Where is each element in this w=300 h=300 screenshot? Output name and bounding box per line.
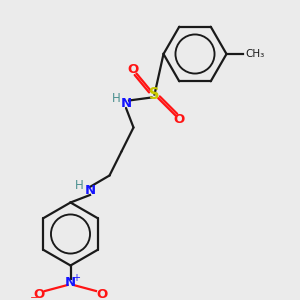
Text: H: H [75,178,84,192]
Text: CH₃: CH₃ [245,49,264,59]
Text: O: O [96,287,108,300]
Text: H: H [112,92,121,105]
Text: +: + [73,273,80,283]
Text: O: O [127,63,139,76]
Text: N: N [65,275,76,289]
Text: S: S [149,87,160,102]
Text: −: − [29,293,38,300]
Text: O: O [33,287,45,300]
Text: N: N [84,184,96,197]
Text: O: O [173,112,185,126]
Text: N: N [120,97,132,110]
